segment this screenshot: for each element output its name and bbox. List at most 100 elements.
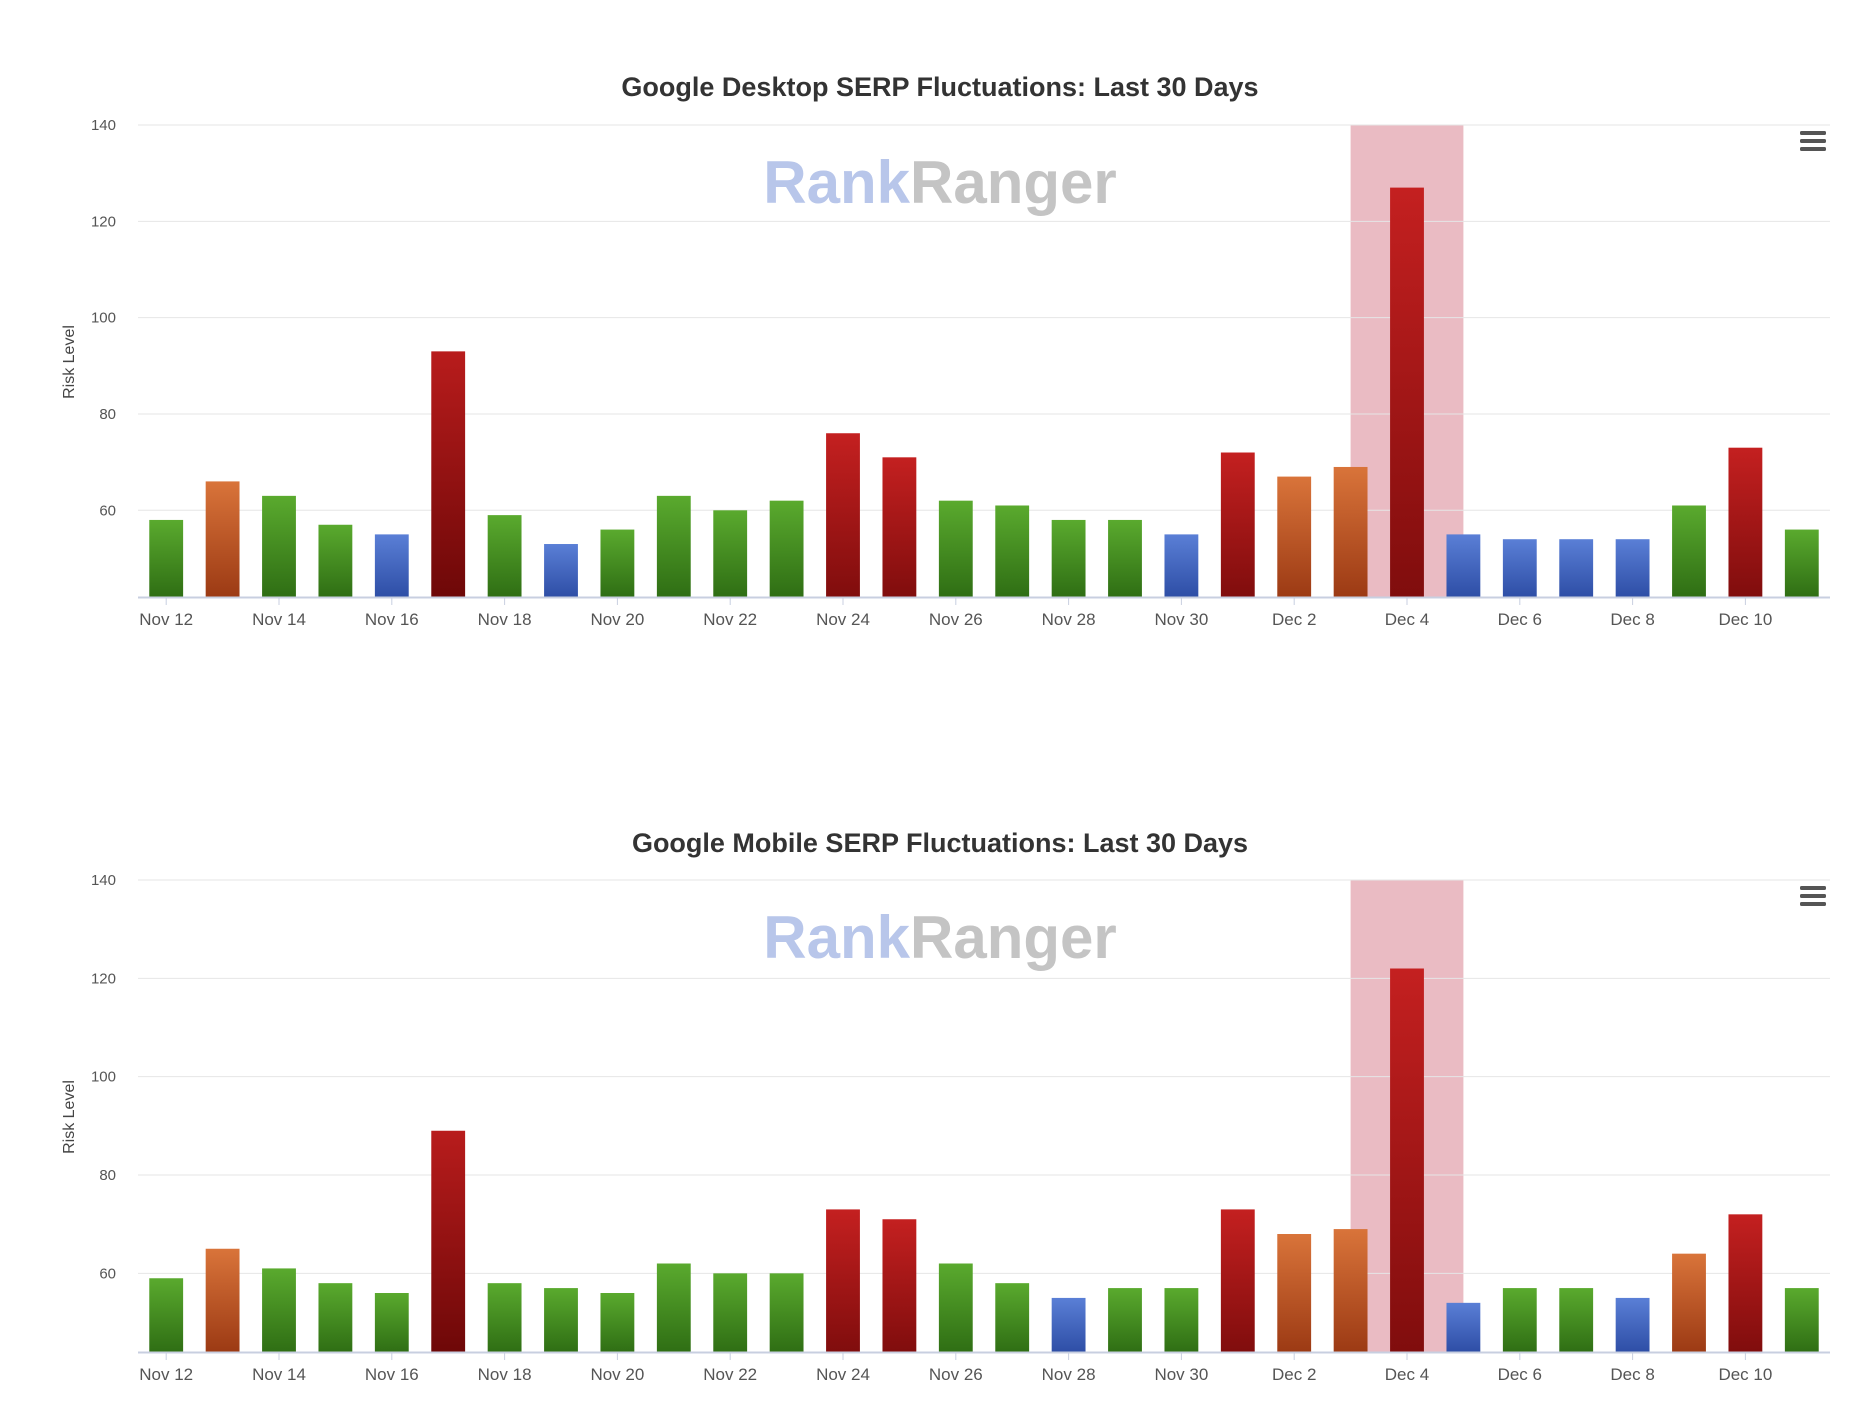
bar-nov-28[interactable] [1051,519,1086,597]
bar-dec-1[interactable] [1220,1209,1255,1352]
menu-icon[interactable] [1800,886,1826,906]
x-tick-label: Dec 6 [1498,610,1542,629]
bar-nov-23[interactable] [769,1273,804,1352]
bar-nov-20[interactable] [600,1293,635,1352]
x-tick-label: Nov 22 [703,1365,757,1384]
bar-dec-5[interactable] [1446,534,1481,597]
x-tick-label: Nov 18 [478,610,532,629]
chart-title: Google Mobile SERP Fluctuations: Last 30… [632,828,1248,858]
bar-nov-25[interactable] [882,457,917,597]
x-tick-label: Nov 14 [252,610,306,629]
watermark-logo: RankRanger [763,904,1116,971]
bar-nov-15[interactable] [318,524,353,597]
plot-area: RankRanger 60 80 100 120 140 Nov 12 Nov 14 Nov 1… [91,872,1830,1384]
bar-nov-16[interactable] [374,1293,409,1352]
bar-nov-17[interactable] [431,351,466,597]
bar-nov-19[interactable] [544,544,578,597]
y-tick-label: 80 [99,1167,116,1184]
bar-nov-27[interactable] [995,1283,1030,1352]
desktop-chart: Google Desktop SERP Fluctuations: Last 3… [0,0,1857,700]
bar-dec-10[interactable] [1728,1214,1763,1352]
bar-dec-1[interactable] [1220,452,1255,597]
x-tick-label: Dec 8 [1610,610,1654,629]
bar-dec-8[interactable] [1615,1297,1650,1352]
bar-nov-27[interactable] [995,505,1030,597]
x-tick-label: Nov 30 [1154,1365,1208,1384]
bar-nov-15[interactable] [318,1283,353,1352]
bar-nov-23[interactable] [769,500,804,597]
bar-nov-18[interactable] [487,1283,522,1352]
y-tick-label: 100 [91,1069,116,1086]
bar-nov-20[interactable] [600,529,635,597]
x-tick-label: Nov 14 [252,1365,306,1384]
plot-area: RankRanger 60 80 100 120 140 Nov 12 Nov 14 Nov 1… [91,117,1830,629]
x-tick-label: Dec 2 [1272,610,1316,629]
desktop-chart-svg: Google Desktop SERP Fluctuations: Last 3… [61,72,1830,629]
bar-nov-28[interactable] [1051,1297,1086,1352]
x-tick-label: Nov 28 [1042,1365,1096,1384]
bar-dec-7[interactable] [1559,1288,1594,1352]
x-tick-label: Dec 2 [1272,1365,1316,1384]
bar-nov-30[interactable] [1164,1288,1199,1352]
bar-nov-24[interactable] [826,433,860,597]
bar-nov-29[interactable] [1108,1288,1142,1352]
x-tick-label: Dec 10 [1718,610,1772,629]
bar-dec-9[interactable] [1672,505,1706,597]
bar-dec-3[interactable] [1333,1229,1368,1352]
bar-nov-21[interactable] [656,495,691,597]
x-tick-label: Nov 22 [703,610,757,629]
bar-dec-3[interactable] [1333,466,1368,597]
bar-nov-25[interactable] [882,1219,917,1352]
bar-dec-11[interactable] [1784,529,1819,597]
bar-nov-22[interactable] [713,1273,748,1352]
y-tick-label: 140 [91,117,116,134]
bar-nov-30[interactable] [1164,534,1199,597]
bar-nov-21[interactable] [656,1263,691,1353]
x-tick-label: Nov 30 [1154,610,1208,629]
x-tick-label: Nov 26 [929,1365,983,1384]
bar-dec-2[interactable] [1277,476,1312,597]
menu-icon[interactable] [1800,131,1826,151]
watermark-logo: RankRanger [763,149,1116,216]
bar-dec-7[interactable] [1559,539,1594,597]
bar-nov-12[interactable] [149,519,184,597]
bar-nov-22[interactable] [713,510,748,597]
x-tick-label: Nov 24 [816,1365,870,1384]
x-tick-label: Dec 8 [1610,1365,1654,1384]
bar-nov-14[interactable] [262,1268,296,1352]
bar-dec-5[interactable] [1446,1302,1481,1352]
x-tick-label: Nov 18 [478,1365,532,1384]
y-tick-label: 140 [91,872,116,889]
y-axis-title: Risk Level [61,325,78,399]
x-tick-label: Dec 4 [1385,610,1429,629]
bar-dec-4[interactable] [1390,968,1424,1353]
bar-nov-14[interactable] [262,495,296,597]
bar-dec-4[interactable] [1390,187,1424,597]
bar-nov-29[interactable] [1108,519,1142,597]
x-tick-label: Nov 12 [139,610,193,629]
bar-nov-24[interactable] [826,1209,860,1352]
y-tick-label: 120 [91,213,116,230]
bar-nov-26[interactable] [938,1263,973,1353]
bar-dec-11[interactable] [1784,1288,1819,1352]
bar-nov-17[interactable] [431,1130,466,1352]
x-tick-label: Dec 6 [1498,1365,1542,1384]
bar-nov-18[interactable] [487,515,522,597]
bar-nov-12[interactable] [149,1278,184,1352]
bar-nov-19[interactable] [544,1288,578,1352]
x-tick-label: Nov 26 [929,610,983,629]
bar-nov-26[interactable] [938,500,973,597]
bar-dec-9[interactable] [1672,1253,1706,1352]
bar-dec-6[interactable] [1502,539,1537,597]
bar-dec-2[interactable] [1277,1234,1312,1352]
chart-title: Google Desktop SERP Fluctuations: Last 3… [621,72,1258,102]
bar-dec-8[interactable] [1615,539,1650,597]
bar-nov-13[interactable] [205,481,240,597]
bar-nov-13[interactable] [205,1248,240,1352]
bar-dec-6[interactable] [1502,1288,1537,1352]
x-tick-label: Nov 28 [1042,610,1096,629]
y-tick-label: 80 [99,406,116,423]
bar-nov-16[interactable] [374,534,409,597]
mobile-chart: Google Mobile SERP Fluctuations: Last 30… [0,755,1857,1400]
bar-dec-10[interactable] [1728,447,1763,597]
